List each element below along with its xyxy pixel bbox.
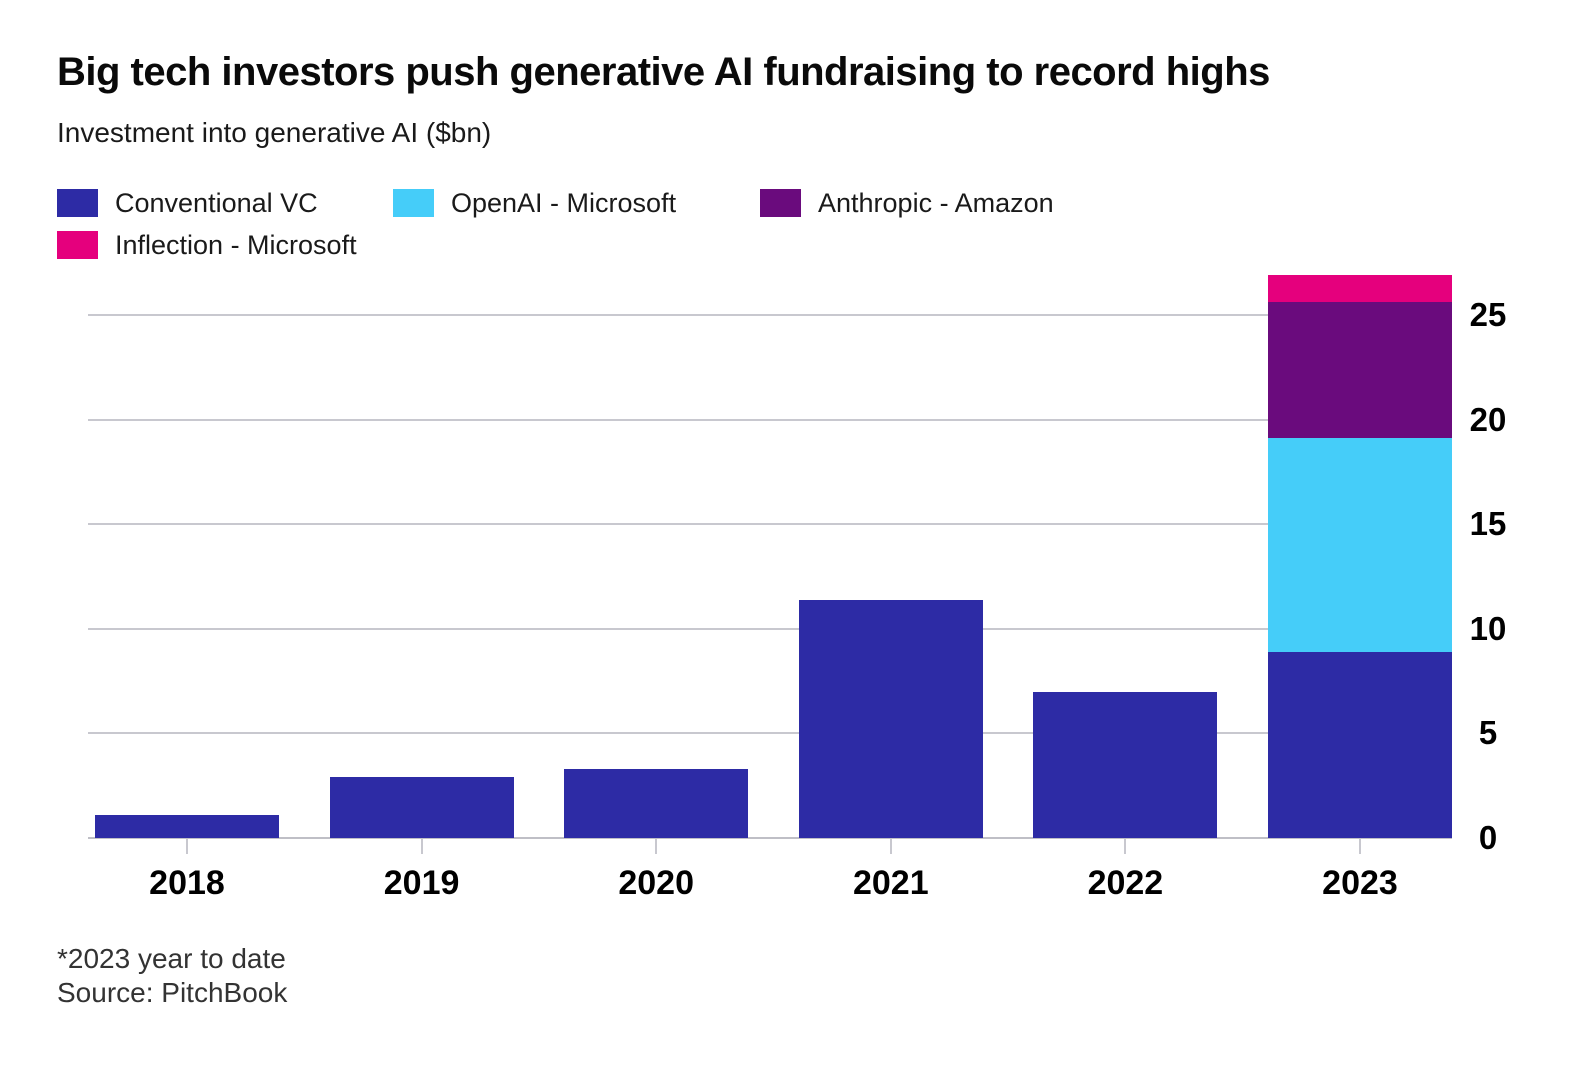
x-tick-2019 <box>420 839 423 854</box>
bar-2022-conventional-vc <box>1033 691 1218 838</box>
chart-title: Big tech investors push generative AI fu… <box>57 50 1270 94</box>
gridline-10 <box>88 627 1452 630</box>
x-label-2022: 2022 <box>1087 864 1164 902</box>
legend-swatch-inflection-microsoft <box>57 231 98 259</box>
x-tick-2023 <box>1359 839 1361 854</box>
legend-item-inflection-microsoft: Inflection - Microsoft <box>57 230 357 260</box>
bar-2023-inflection-microsoft <box>1268 275 1452 303</box>
x-axis-line <box>88 837 1452 839</box>
y-label-0: 0 <box>1478 819 1498 856</box>
bar-2023-conventional-vc <box>1268 651 1452 838</box>
bar-2021-conventional-vc <box>798 599 983 838</box>
chart-subtitle: Investment into generative AI ($bn) <box>57 117 492 148</box>
bar-2023-openai-microsoft <box>1268 438 1452 652</box>
y-label-10: 10 <box>1469 609 1507 647</box>
y-label-15: 15 <box>1469 505 1507 543</box>
legend-label-conventional-vc: Conventional VC <box>115 187 318 218</box>
x-tick-2021 <box>889 839 892 854</box>
y-label-25: 25 <box>1469 296 1507 333</box>
legend-swatch-openai-microsoft <box>393 189 434 217</box>
bar-2020-conventional-vc <box>564 768 749 838</box>
legend-item-anthropic-amazon: Anthropic - Amazon <box>760 188 1054 218</box>
x-tick-2020 <box>655 839 658 854</box>
bar-2019-conventional-vc <box>329 777 514 838</box>
legend-item-conventional-vc: Conventional VC <box>57 188 318 218</box>
legend-label-anthropic-amazon: Anthropic - Amazon <box>818 187 1054 218</box>
bar-2023-anthropic-amazon <box>1268 302 1452 439</box>
source-credit: Source: PitchBook <box>57 977 288 1008</box>
x-label-2021: 2021 <box>852 864 929 902</box>
gridline-15 <box>88 523 1452 526</box>
x-label-2018: 2018 <box>149 864 225 902</box>
gridline-25 <box>88 314 1452 316</box>
legend-label-openai-microsoft: OpenAI - Microsoft <box>451 187 677 218</box>
footnote: *2023 year to date <box>57 943 286 974</box>
bar-2018-conventional-vc <box>95 814 279 838</box>
legend-label-inflection-microsoft: Inflection - Microsoft <box>115 229 357 260</box>
y-label-5: 5 <box>1478 714 1498 752</box>
legend-swatch-conventional-vc <box>57 189 98 217</box>
x-tick-2022 <box>1124 839 1127 854</box>
legend-swatch-anthropic-amazon <box>760 189 801 217</box>
legend-item-openai-microsoft: OpenAI - Microsoft <box>393 188 676 218</box>
gridline-20 <box>88 418 1452 421</box>
x-label-2023: 2023 <box>1322 864 1398 902</box>
x-label-2020: 2020 <box>618 864 695 902</box>
x-label-2019: 2019 <box>383 864 460 902</box>
chart-footer: *2023 year to date Source: PitchBook <box>57 942 287 1010</box>
x-tick-2018 <box>186 839 188 854</box>
gridline-5 <box>88 732 1452 735</box>
y-label-20: 20 <box>1469 400 1507 438</box>
